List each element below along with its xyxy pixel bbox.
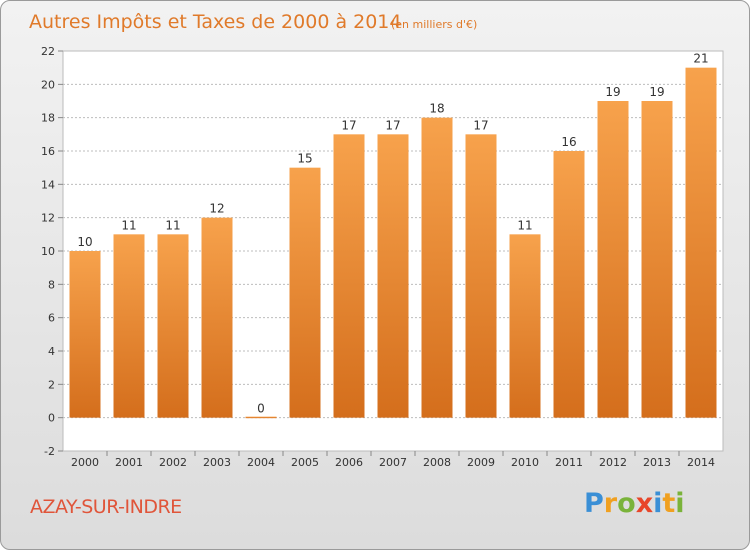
y-tick-label: 14 — [41, 178, 55, 191]
bar — [333, 134, 365, 418]
bar — [421, 117, 453, 418]
data-label: 11 — [517, 218, 532, 232]
bars — [69, 67, 717, 419]
data-label: 17 — [341, 118, 356, 132]
x-axis: 2000 2001 2002 2003 2004 2005 2006 2007 2008 2009… — [71, 451, 715, 469]
bar — [641, 101, 673, 418]
y-axis: -2 0 2 4 6 8 10 12 14 16 18 20 22 — [41, 45, 63, 458]
brand-letter: P — [584, 488, 604, 519]
data-label: 16 — [561, 135, 576, 149]
data-label: 11 — [165, 218, 180, 232]
bar — [465, 134, 497, 418]
commune-name: AZAY-SUR-INDRE — [30, 496, 182, 518]
data-label: 19 — [605, 85, 620, 99]
data-label: 11 — [121, 218, 136, 232]
bar — [69, 251, 101, 418]
x-tick-label: 2009 — [467, 456, 495, 469]
bar — [377, 134, 409, 418]
x-tick-label: 2013 — [643, 456, 671, 469]
data-label: 17 — [473, 118, 488, 132]
y-tick-label: 20 — [41, 78, 55, 91]
data-labels: 10 11 11 12 0 15 17 17 18 17 11 16 19 19 21 — [77, 52, 708, 416]
data-label: 10 — [77, 235, 92, 249]
y-tick-label: 22 — [41, 45, 55, 58]
x-tick-label: 2010 — [511, 456, 539, 469]
y-tick-label: 18 — [41, 112, 55, 125]
data-label: 18 — [429, 102, 444, 116]
x-tick-label: 2000 — [71, 456, 99, 469]
data-label: 12 — [209, 202, 224, 216]
brand-letter: x — [635, 488, 654, 519]
y-tick-label: 16 — [41, 145, 55, 158]
brand-letter: r — [603, 488, 618, 519]
y-tick-label: 10 — [41, 245, 55, 258]
data-label: 21 — [693, 52, 708, 66]
y-tick-label: 4 — [48, 345, 55, 358]
chart-subtitle: (en milliers d'€) — [391, 18, 477, 31]
chart-title: Autres Impôts et Taxes de 2000 à 2014 — [29, 11, 402, 33]
x-tick-label: 2002 — [159, 456, 187, 469]
x-tick-label: 2006 — [335, 456, 363, 469]
x-tick-label: 2003 — [203, 456, 231, 469]
brand-letter: i — [653, 488, 663, 519]
data-label: 19 — [649, 85, 664, 99]
x-tick-label: 2011 — [555, 456, 583, 469]
y-tick-label: 8 — [48, 278, 55, 291]
bar — [201, 217, 233, 418]
x-tick-label: 2008 — [423, 456, 451, 469]
x-tick-label: 2001 — [115, 456, 143, 469]
x-tick-label: 2007 — [379, 456, 407, 469]
brand-logo: Proxiti — [584, 488, 685, 519]
bar — [245, 416, 277, 419]
x-tick-label: 2004 — [247, 456, 275, 469]
data-label: 17 — [385, 118, 400, 132]
bar — [553, 151, 585, 418]
y-tick-label: 12 — [41, 212, 55, 225]
y-tick-label: 6 — [48, 312, 55, 325]
bar — [113, 234, 145, 418]
data-label: 15 — [297, 152, 312, 166]
bar — [289, 167, 321, 418]
x-tick-label: 2005 — [291, 456, 319, 469]
brand-letter: t — [662, 488, 676, 519]
brand-letter: i — [675, 488, 685, 519]
brand-letter: o — [617, 488, 636, 519]
x-tick-label: 2012 — [599, 456, 627, 469]
y-tick-label: 0 — [48, 412, 55, 425]
bar — [597, 101, 629, 418]
bar — [157, 234, 189, 418]
bar — [685, 67, 717, 418]
y-tick-label: 2 — [48, 378, 55, 391]
bar — [509, 234, 541, 418]
x-tick-label: 2014 — [687, 456, 715, 469]
data-label: 0 — [257, 402, 265, 416]
y-tick-label: -2 — [44, 445, 55, 458]
